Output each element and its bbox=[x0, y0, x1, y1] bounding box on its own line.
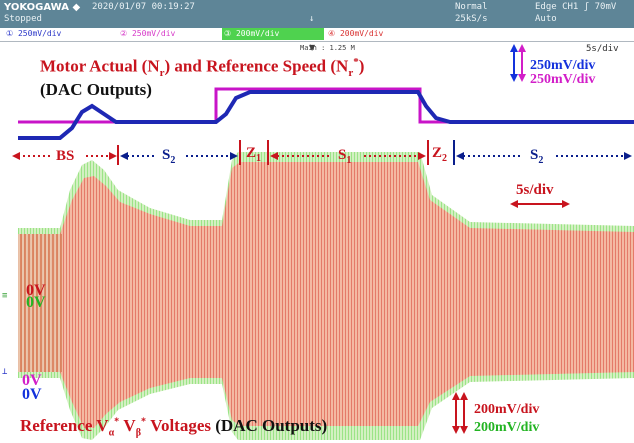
dac-outputs-label-top: (DAC Outputs) bbox=[40, 80, 152, 99]
bs-region-waveform bbox=[18, 234, 62, 372]
magenta-scale-label: 250mV/div bbox=[530, 72, 596, 87]
red-scale-label: 200mV/div bbox=[474, 402, 540, 417]
region-z1-label: Z1 bbox=[246, 145, 262, 164]
svg-text:⊥: ⊥ bbox=[2, 367, 8, 377]
trigger-marker: ▼ bbox=[309, 43, 316, 52]
channel-bar: ① 250mV/div ② 250mV/div ③ 200mV/div ④ 20… bbox=[0, 28, 634, 42]
acquisition-mode: Normal bbox=[455, 2, 488, 12]
channel-3-setting[interactable]: ③ 200mV/div bbox=[222, 28, 324, 40]
voltages-title: Reference Vα* Vβ* Voltages (DAC Outputs) bbox=[20, 416, 328, 439]
svg-text:≡: ≡ bbox=[2, 291, 8, 301]
time-div-label: 5s/div bbox=[516, 182, 554, 198]
trigger-position-marker: ↓ bbox=[309, 14, 315, 24]
green-scale-label: 200mV/div bbox=[474, 420, 540, 435]
zero-blue-label: 0V bbox=[22, 386, 42, 403]
region-bs-label: BS bbox=[56, 148, 75, 164]
trigger-mode: Auto bbox=[535, 14, 557, 24]
timebase-readout: 5s/div bbox=[586, 44, 619, 54]
trigger-setting: Edge CH1 ʃ 70mV bbox=[535, 2, 617, 12]
region-s2-left-label: S2 bbox=[162, 147, 176, 166]
zero-magenta-label: 0V bbox=[22, 372, 42, 389]
channel-1-setting[interactable]: ① 250mV/div bbox=[4, 28, 106, 40]
blue-scale-label: 250mV/div bbox=[530, 58, 596, 73]
acquisition-state: Stopped bbox=[4, 14, 42, 24]
speed-title: Motor Actual (Nr) and Reference Speed (N… bbox=[40, 56, 365, 80]
channel-4-setting[interactable]: ④ 200mV/div bbox=[326, 28, 428, 40]
region-z2-label: Z2 bbox=[432, 145, 448, 164]
brand-logo: YOKOGAWA ◆ bbox=[4, 2, 81, 13]
actual-speed-trace bbox=[18, 90, 634, 140]
channel-2-setting[interactable]: ② 250mV/div bbox=[118, 28, 220, 40]
zero-red-label: 0V bbox=[26, 282, 46, 299]
region-s1-label: S1 bbox=[338, 147, 352, 166]
datetime: 2020/01/07 00:19:27 bbox=[92, 2, 195, 12]
zero-green-label: 0V bbox=[26, 294, 46, 311]
red-voltage-envelope bbox=[18, 162, 634, 428]
status-bar: YOKOGAWA ◆ 2020/01/07 00:19:27 Stopped ↓… bbox=[0, 0, 634, 28]
sample-rate: 25kS/s bbox=[455, 14, 488, 24]
region-s2-right-label: S2 bbox=[530, 147, 544, 166]
main-record-label: Main : 1.25 M bbox=[300, 44, 355, 52]
